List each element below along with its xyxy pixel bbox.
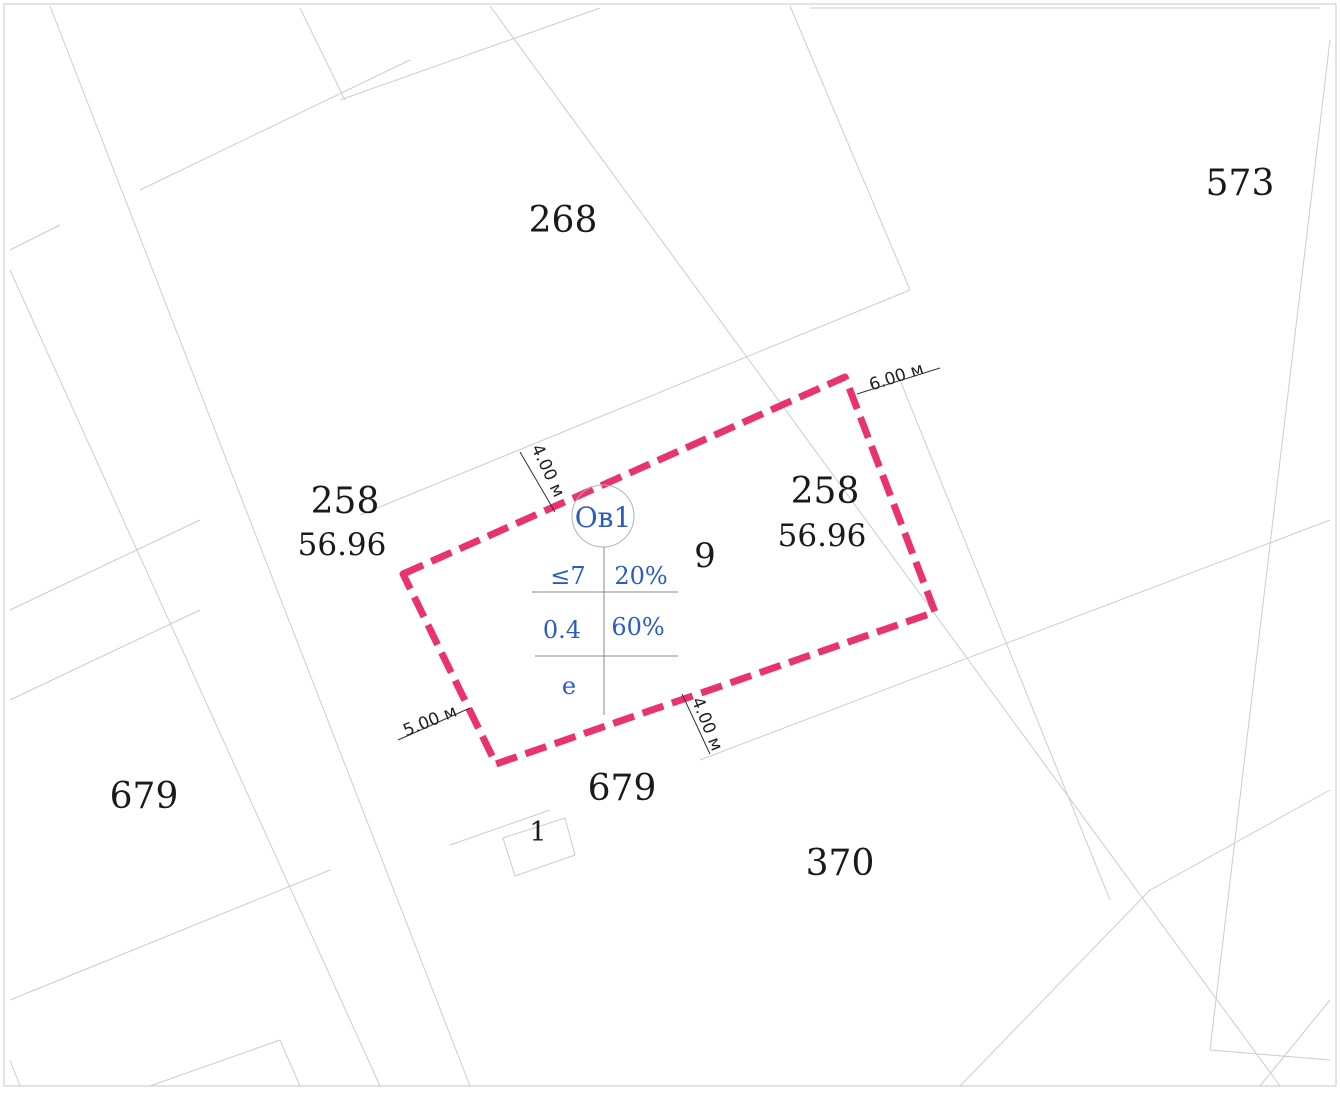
parcel-area-258-left: 56.96: [298, 527, 387, 563]
parcel-label-258-right: 258: [791, 471, 860, 512]
parcel-lines: [9, 5, 1331, 1087]
circle-icon: [571, 484, 635, 548]
dimension-label-bottom-right: 4.00 м: [687, 694, 727, 754]
zone-density: 0.4: [543, 616, 581, 644]
parcel-label-1: 1: [529, 817, 546, 848]
zone-table-lines: [532, 547, 678, 715]
dimension-lines: [397, 367, 941, 755]
map-border: [3, 3, 1337, 1087]
parcel-label-268: 268: [529, 200, 598, 241]
parcel-label-679-bottom: 679: [588, 768, 657, 809]
site-boundary: [399, 373, 939, 768]
dimension-label-top-left: 4.00 м: [527, 441, 569, 500]
dimension-label-bottom-left: 5.00 м: [400, 702, 460, 742]
parcel-area-258-right: 56.96: [778, 518, 867, 554]
parcel-label-9: 9: [694, 536, 716, 576]
parcel-label-258-left: 258: [311, 481, 380, 522]
parcel-label-679-left: 679: [110, 776, 179, 817]
parcel-label-573: 573: [1206, 163, 1275, 204]
zone-code: Ов1: [575, 501, 632, 534]
zone-max-coverage: 60%: [611, 613, 664, 641]
parcel-label-370: 370: [806, 843, 875, 884]
dimension-label-top-right: 6.00 м: [867, 359, 927, 395]
zone-min-green: 20%: [614, 562, 667, 590]
zone-code-extra: е: [562, 672, 576, 700]
zone-max-height: ≤7: [550, 562, 585, 590]
